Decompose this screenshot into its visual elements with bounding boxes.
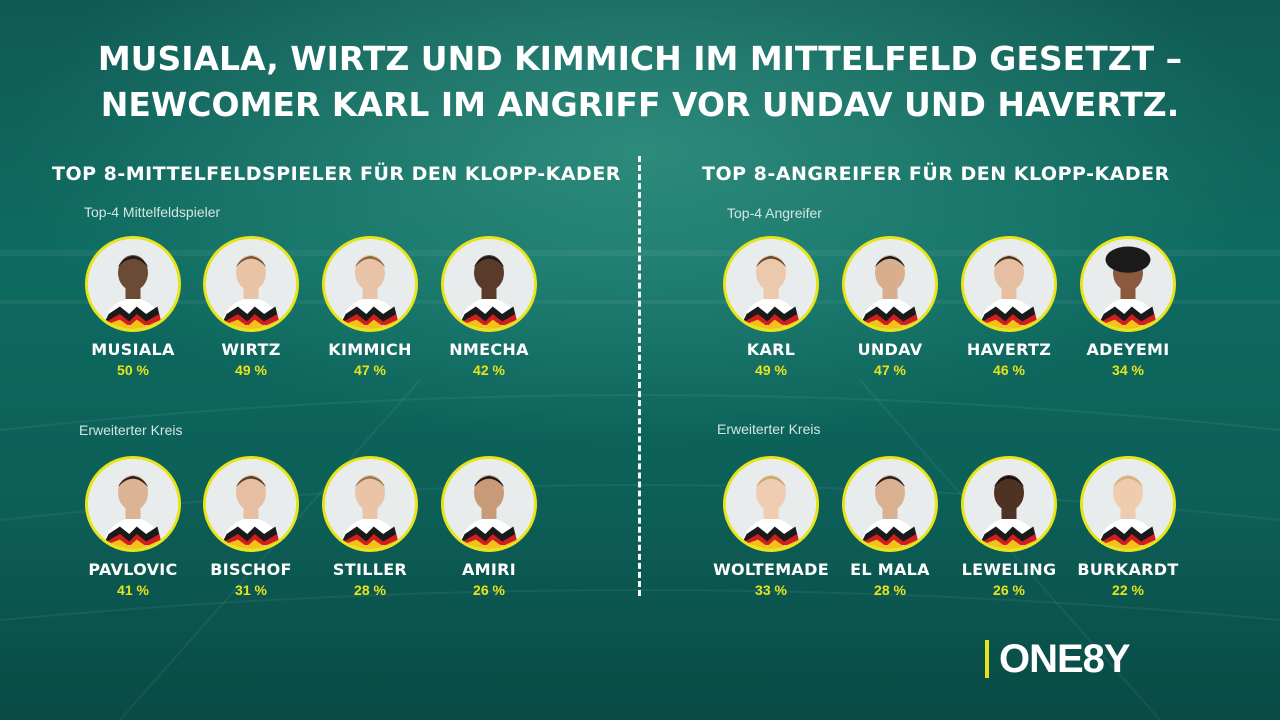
player-percentage: 47 % (874, 362, 906, 378)
player-name: STILLER (332, 560, 408, 579)
player-percentage: 50 % (117, 362, 149, 378)
player-card-el-mala: EL MALA 28 % (825, 456, 955, 598)
player-name: WOLTEMADE (713, 560, 829, 579)
player-card-pavlovic: PAVLOVIC 41 % (68, 456, 198, 598)
player-name: LEWELING (961, 560, 1057, 579)
player-photo (961, 456, 1057, 552)
attack-top-label: Top-4 Angreifer (727, 205, 822, 221)
logo-accent-bar (985, 640, 989, 678)
player-card-bischof: BISCHOF 31 % (186, 456, 316, 598)
midfield-top-label: Top-4 Mittelfeldspieler (84, 204, 221, 220)
logo-text: ONE8Y (999, 636, 1131, 681)
player-name: HAVERTZ (966, 340, 1052, 359)
player-photo (85, 456, 181, 552)
player-percentage: 33 % (755, 582, 787, 598)
player-percentage: 28 % (354, 582, 386, 598)
player-name: MUSIALA (91, 340, 175, 359)
attack-section-title: TOP 8-ANGREIFER FÜR DEN KLOPP-KADER (702, 163, 1170, 185)
midfield-extended-label: Erweiterter Kreis (79, 422, 183, 438)
player-name: PAVLOVIC (88, 560, 178, 579)
player-percentage: 46 % (993, 362, 1025, 378)
player-percentage: 41 % (117, 582, 149, 598)
player-photo (441, 236, 537, 332)
player-name: ADEYEMI (1086, 340, 1170, 359)
player-percentage: 49 % (755, 362, 787, 378)
player-photo (842, 236, 938, 332)
player-card-havertz: HAVERTZ 46 % (944, 236, 1074, 378)
player-name: AMIRI (461, 560, 517, 579)
headline-line-1: MUSIALA, WIRTZ UND KIMMICH IM MITTELFELD… (97, 39, 1183, 78)
player-percentage: 22 % (1112, 582, 1144, 598)
player-photo (441, 456, 537, 552)
player-card-wirtz: WIRTZ 49 % (186, 236, 316, 378)
player-percentage: 47 % (354, 362, 386, 378)
player-name: BURKARDT (1077, 560, 1179, 579)
player-card-adeyemi: ADEYEMI 34 % (1063, 236, 1193, 378)
player-photo (1080, 236, 1176, 332)
player-photo (203, 456, 299, 552)
player-photo (203, 236, 299, 332)
player-name: NMECHA (449, 340, 529, 359)
player-percentage: 31 % (235, 582, 267, 598)
headline-line-2: NEWCOMER KARL IM ANGRIFF VOR UNDAV UND H… (100, 85, 1180, 124)
player-card-stiller: STILLER 28 % (305, 456, 435, 598)
midfield-section-title: TOP 8-MITTELFELDSPIELER FÜR DEN KLOPP-KA… (52, 163, 621, 185)
player-percentage: 49 % (235, 362, 267, 378)
player-percentage: 26 % (473, 582, 505, 598)
player-percentage: 34 % (1112, 362, 1144, 378)
player-card-leweling: LEWELING 26 % (944, 456, 1074, 598)
player-card-undav: UNDAV 47 % (825, 236, 955, 378)
player-card-nmecha: NMECHA 42 % (424, 236, 554, 378)
player-name: KIMMICH (328, 340, 412, 359)
player-name: WIRTZ (221, 340, 281, 359)
player-photo (723, 456, 819, 552)
player-percentage: 28 % (874, 582, 906, 598)
player-photo (322, 236, 418, 332)
player-percentage: 42 % (473, 362, 505, 378)
player-card-kimmich: KIMMICH 47 % (305, 236, 435, 378)
player-photo (1080, 456, 1176, 552)
player-photo (85, 236, 181, 332)
player-percentage: 26 % (993, 582, 1025, 598)
player-name: EL MALA (850, 560, 930, 579)
player-card-woltemade: WOLTEMADE 33 % (706, 456, 836, 598)
headline: MUSIALA, WIRTZ UND KIMMICH IM MITTELFELD… (0, 36, 1280, 128)
player-card-amiri: AMIRI 26 % (424, 456, 554, 598)
player-name: BISCHOF (210, 560, 292, 579)
player-card-karl: KARL 49 % (706, 236, 836, 378)
player-name: UNDAV (857, 340, 923, 359)
attack-extended-label: Erweiterter Kreis (717, 421, 821, 437)
player-photo (961, 236, 1057, 332)
player-card-musiala: MUSIALA 50 % (68, 236, 198, 378)
player-card-burkardt: BURKARDT 22 % (1063, 456, 1193, 598)
player-name: KARL (746, 340, 796, 359)
section-divider (638, 156, 641, 596)
player-photo (723, 236, 819, 332)
player-photo (322, 456, 418, 552)
player-photo (842, 456, 938, 552)
one8y-logo: ONE8Y (985, 636, 1131, 682)
